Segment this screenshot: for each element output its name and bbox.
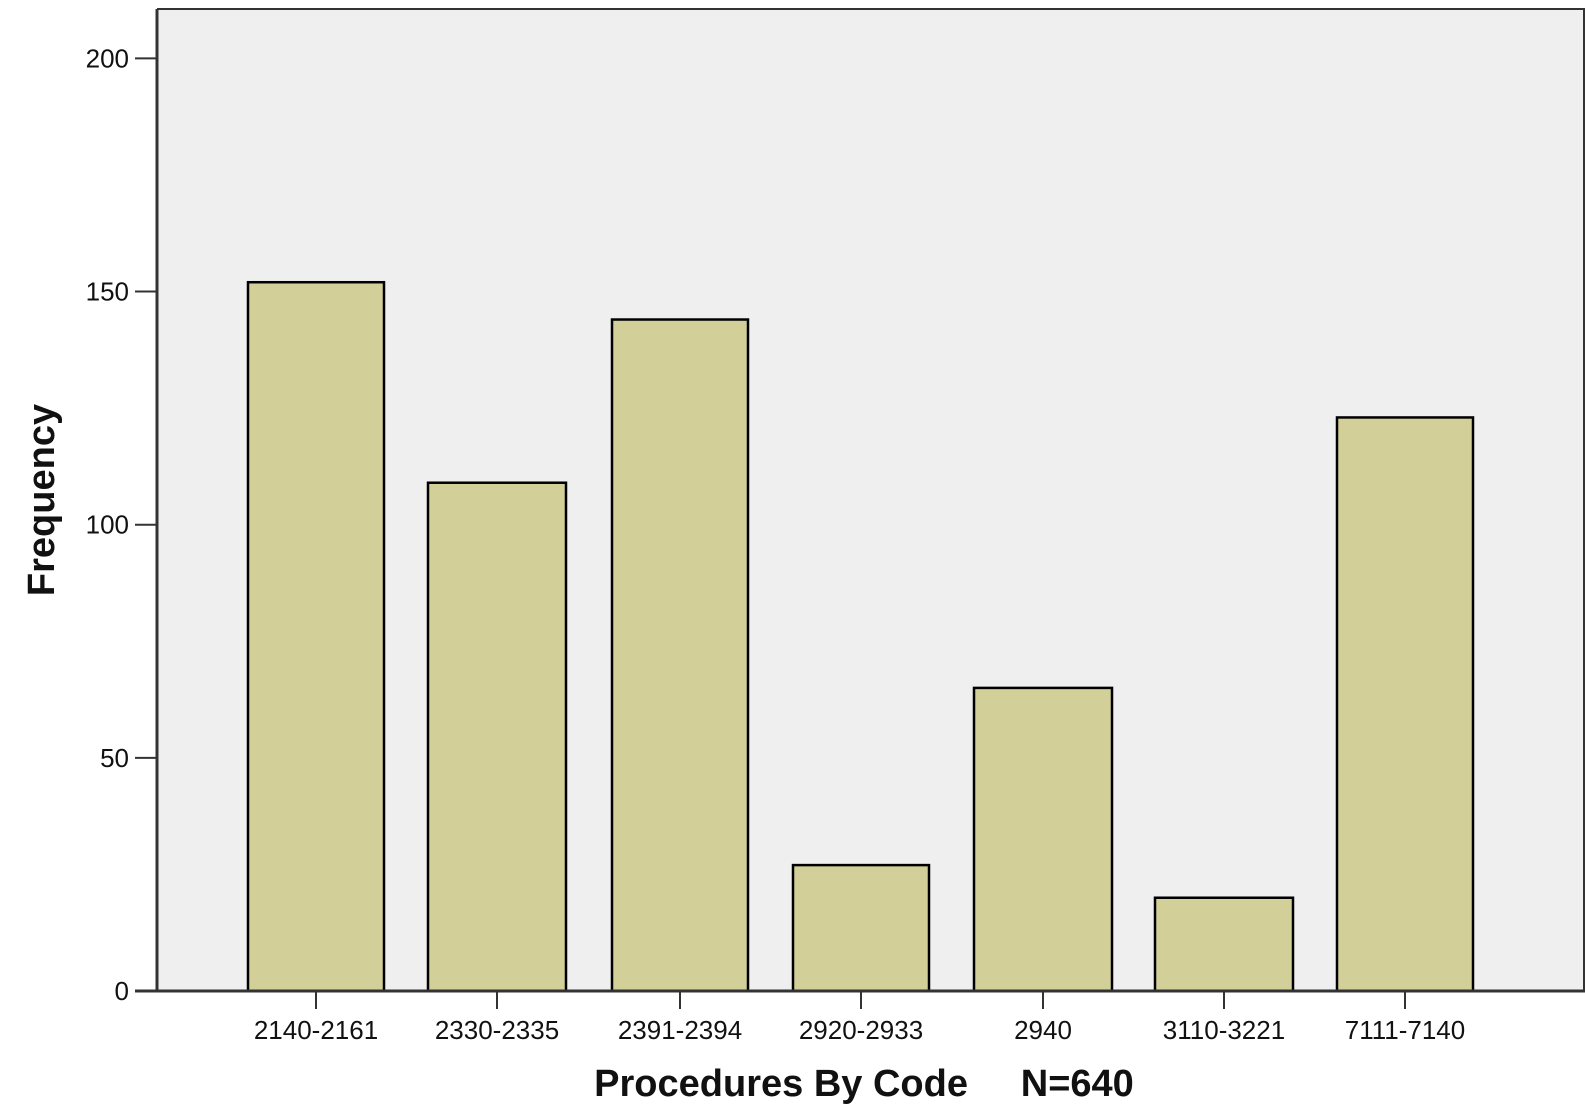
y-tick-label-50: 50 (100, 743, 129, 773)
x-axis-title-text: Procedures By Code (594, 1063, 968, 1105)
y-tick-label-200: 200 (86, 43, 129, 73)
x-tick-label-2330-2335: 2330-2335 (435, 1015, 559, 1045)
x-tick-label-2140-2161: 2140-2161 (254, 1015, 378, 1045)
plot-frame (157, 8, 1585, 991)
y-tick-label-0: 0 (115, 976, 129, 1006)
x-axis-title: Procedures By Code N=640 (594, 1063, 1134, 1105)
bars (246, 280, 1475, 993)
bar-2140-2161 (246, 280, 386, 993)
y-axis-title: Frequency (21, 404, 63, 596)
bar-2391-2394 (610, 318, 750, 993)
y-tick-label-100: 100 (86, 510, 129, 540)
bar-7111-7140 (1335, 416, 1475, 993)
bar-2330-2335 (426, 481, 568, 993)
bar-3110-3221 (1153, 896, 1295, 993)
x-tick-label-2391-2394: 2391-2394 (618, 1015, 742, 1045)
x-axis-n-label: N=640 (1021, 1063, 1134, 1105)
x-axis: 2140-2161 2330-2335 2391-2394 2920-2933 2940… (135, 989, 1585, 1045)
bar-2940 (972, 686, 1114, 993)
x-tick-label-3110-3221: 3110-3221 (1163, 1015, 1285, 1045)
bar-2920-2933 (791, 863, 931, 993)
x-axis-title-spacer (968, 1063, 1021, 1105)
y-axis: 0 50 100 150 200 (86, 9, 159, 1006)
y-tick-label-150: 150 (86, 277, 129, 307)
x-tick-label-2940: 2940 (1014, 1015, 1072, 1045)
x-tick-label-2920-2933: 2920-2933 (799, 1015, 923, 1045)
x-tick-label-7111-7140: 7111-7140 (1345, 1015, 1465, 1045)
